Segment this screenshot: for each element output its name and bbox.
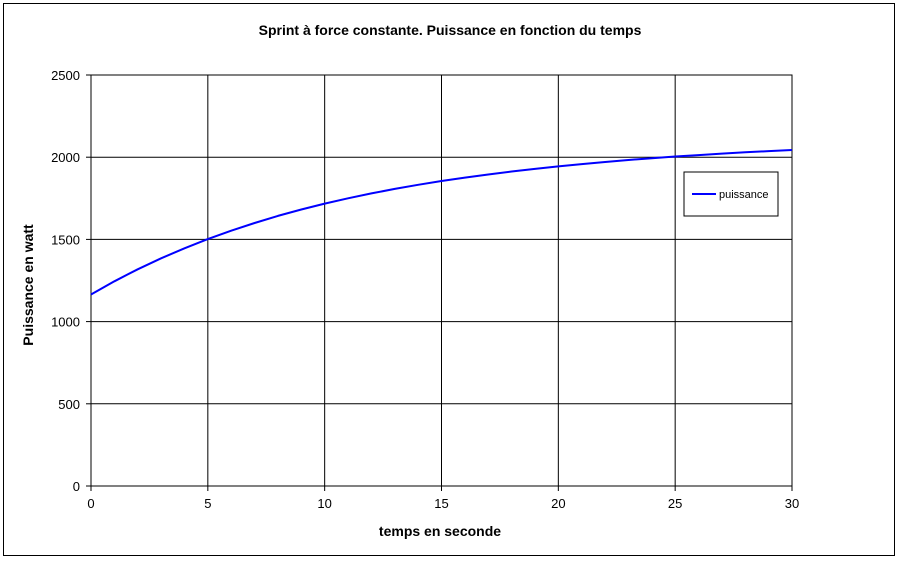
x-axis-ticks: 0 5 10 15 20 25 30 bbox=[87, 486, 799, 511]
x-tick-label: 5 bbox=[204, 496, 211, 511]
y-tick-label: 0 bbox=[73, 479, 80, 494]
y-axis-ticks: 0 500 1000 1500 2000 2500 bbox=[51, 68, 91, 494]
series-line-puissance bbox=[90, 149, 793, 296]
x-tick-label: 10 bbox=[317, 496, 331, 511]
y-tick-label: 1500 bbox=[51, 232, 80, 247]
y-tick-label: 1000 bbox=[51, 315, 80, 330]
series-layer bbox=[90, 149, 793, 296]
chart-outer-border bbox=[3, 3, 895, 556]
x-tick-label: 25 bbox=[668, 496, 682, 511]
x-tick-label: 30 bbox=[785, 496, 799, 511]
y-tick-label: 2000 bbox=[51, 150, 80, 165]
y-tick-label: 2500 bbox=[51, 68, 80, 83]
x-tick-label: 20 bbox=[551, 496, 565, 511]
x-tick-label: 0 bbox=[87, 496, 94, 511]
x-axis-title: temps en seconde bbox=[379, 523, 501, 539]
y-axis-title: Puissance en watt bbox=[20, 224, 36, 346]
legend-label-puissance: puissance bbox=[719, 189, 769, 201]
y-tick-label: 500 bbox=[58, 397, 80, 412]
chart-title: Sprint à force constante. Puissance en f… bbox=[259, 22, 642, 38]
legend-box bbox=[683, 171, 779, 217]
x-tick-label: 15 bbox=[434, 496, 448, 511]
legend: puissance bbox=[683, 171, 779, 217]
